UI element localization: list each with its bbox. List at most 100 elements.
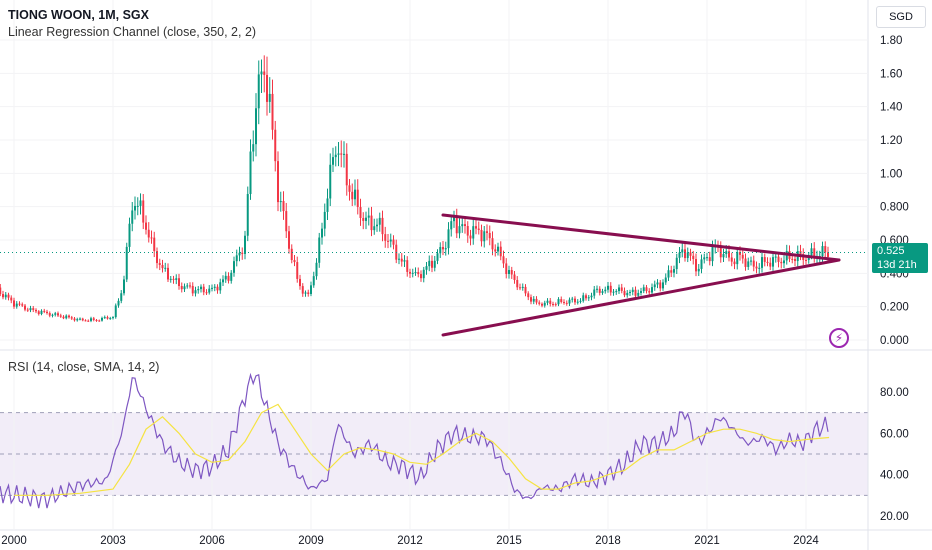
symbol-title[interactable]: TIONG WOON, 1M, SGX	[8, 8, 149, 22]
candle-body	[354, 189, 356, 200]
candle-body	[620, 287, 623, 291]
candle-body	[684, 249, 686, 259]
candle-body	[125, 246, 128, 280]
candle-body	[444, 248, 447, 250]
candle-body	[230, 272, 233, 281]
candle-body	[750, 260, 752, 262]
candle-body	[123, 279, 125, 294]
rsi-title[interactable]: RSI (14, close, SMA, 14, 2)	[8, 360, 160, 374]
candle-body	[436, 253, 439, 261]
candle-body	[497, 246, 499, 252]
candle-body	[164, 267, 167, 269]
candle-body	[43, 310, 46, 312]
candle-body	[288, 231, 290, 249]
candle-body	[213, 286, 216, 288]
currency-badge[interactable]: SGD	[876, 6, 926, 28]
bar-countdown: 13d 21h	[877, 259, 917, 271]
time-tick-label: 2021	[694, 535, 720, 547]
candle-body	[384, 234, 387, 241]
candle-body	[106, 317, 109, 319]
price-tick-label: 0.800	[880, 202, 909, 214]
candle-body	[719, 245, 722, 258]
candle-body	[68, 315, 70, 318]
candle-body	[711, 247, 714, 262]
candle-body	[376, 224, 378, 227]
candle-body	[263, 71, 266, 75]
candle-body	[37, 311, 40, 315]
candle-body	[439, 247, 442, 254]
candle-body	[587, 297, 590, 299]
lightning-icon[interactable]: ⚡	[829, 328, 849, 348]
candle-body	[686, 252, 689, 259]
candle-body	[70, 317, 73, 319]
candle-body	[477, 228, 480, 230]
candle-body	[351, 191, 354, 200]
last-price-tag: 0.525 13d 21h	[872, 243, 928, 273]
candle-body	[557, 299, 560, 305]
time-tick-label: 2006	[199, 535, 225, 547]
candle-body	[527, 293, 530, 298]
candle-body	[744, 258, 747, 267]
candle-body	[332, 157, 334, 165]
candle-body	[65, 315, 68, 319]
candle-body	[255, 108, 257, 145]
candle-body	[706, 257, 708, 259]
candle-body	[46, 311, 48, 314]
candle-body	[73, 318, 76, 321]
time-tick-label: 2024	[793, 535, 819, 547]
candle-body	[431, 260, 433, 268]
candle-body	[246, 194, 249, 236]
price-tick-label: 1.00	[880, 168, 902, 180]
candle-body	[651, 287, 653, 293]
candle-body	[189, 285, 191, 287]
candle-body	[772, 257, 774, 267]
candle-body	[769, 262, 772, 267]
candle-body	[208, 288, 211, 293]
candle-body	[197, 289, 200, 291]
candle-body	[145, 222, 147, 230]
candle-body	[299, 278, 301, 287]
candle-body	[813, 248, 816, 259]
candle-body	[521, 286, 524, 288]
candle-body	[183, 286, 186, 290]
candle-body	[147, 229, 150, 238]
candle-body	[730, 257, 733, 262]
candle-body	[334, 154, 337, 158]
candle-body	[54, 313, 57, 315]
candle-body	[202, 286, 205, 293]
candle-body	[653, 284, 656, 288]
candle-body	[761, 257, 763, 268]
candle-body	[345, 153, 348, 186]
candle-body	[546, 300, 549, 303]
price-tick-label: 1.20	[880, 135, 902, 147]
candle-body	[532, 298, 535, 302]
candle-body	[194, 290, 197, 294]
candle-body	[268, 93, 271, 102]
axes-group: 0.0000.2000.4000.6000.8001.001.201.401.6…	[1, 35, 909, 547]
candle-body	[290, 248, 293, 261]
candle-body	[51, 314, 54, 316]
candle-body	[733, 261, 736, 265]
candle-body	[505, 263, 508, 275]
candle-body	[607, 285, 609, 290]
candle-body	[510, 270, 513, 275]
candle-body	[260, 71, 263, 75]
candle-body	[420, 274, 422, 279]
candle-body	[323, 211, 326, 229]
candle-body	[662, 282, 664, 289]
candle-body	[615, 291, 618, 293]
candle-body	[568, 299, 571, 304]
candle-body	[571, 298, 574, 300]
candle-body	[1, 294, 4, 298]
candle-body	[175, 278, 178, 280]
candle-body	[466, 226, 469, 236]
candle-body	[554, 304, 557, 306]
candle-body	[513, 274, 516, 280]
candle-body	[403, 260, 406, 262]
indicator-title[interactable]: Linear Regression Channel (close, 350, 2…	[8, 25, 257, 39]
series-lines-group	[0, 213, 868, 509]
candle-body	[637, 292, 640, 296]
trendline	[441, 258, 841, 337]
